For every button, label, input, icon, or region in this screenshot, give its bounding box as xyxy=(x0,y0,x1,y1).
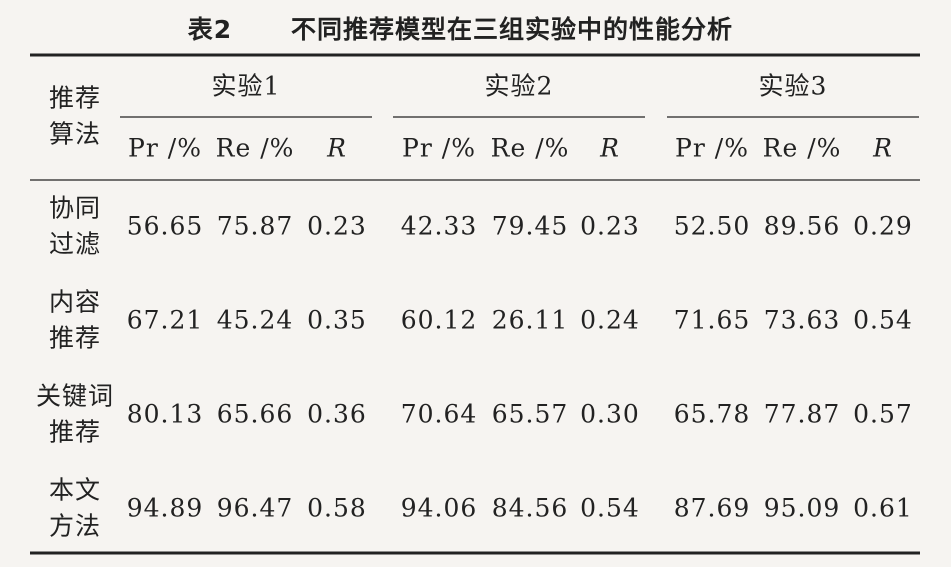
row-label: 推荐 xyxy=(49,418,101,447)
column-header: Pr /% xyxy=(128,134,202,163)
row-label: 过滤 xyxy=(49,230,101,259)
cell: 70.64 xyxy=(401,400,478,429)
row-label: 方法 xyxy=(49,512,101,541)
cell: 0.23 xyxy=(307,212,367,241)
cell: 75.87 xyxy=(217,212,294,241)
cell: 60.12 xyxy=(401,306,478,335)
cell: 0.29 xyxy=(853,212,913,241)
group-header: 实验3 xyxy=(759,72,828,101)
cell: 89.56 xyxy=(764,212,841,241)
corner-header: 推荐 xyxy=(49,84,101,113)
cell: 0.35 xyxy=(307,306,367,335)
row-label: 内容 xyxy=(49,288,101,317)
cell: 0.24 xyxy=(580,306,640,335)
row-label: 关键词 xyxy=(36,382,114,411)
cell: 79.45 xyxy=(492,212,569,241)
column-header: R xyxy=(599,134,620,163)
column-header: Re /% xyxy=(491,134,570,163)
cell: 65.57 xyxy=(492,400,569,429)
column-header: R xyxy=(872,134,893,163)
corner-header: 算法 xyxy=(49,120,101,149)
cell: 0.30 xyxy=(580,400,640,429)
cell: 0.54 xyxy=(853,306,913,335)
cell: 52.50 xyxy=(674,212,751,241)
cell: 42.33 xyxy=(401,212,478,241)
cell: 0.23 xyxy=(580,212,640,241)
cell: 71.65 xyxy=(674,306,751,335)
cell: 84.56 xyxy=(492,494,569,523)
group-header: 实验2 xyxy=(485,72,554,101)
cell: 96.47 xyxy=(217,494,294,523)
cell: 95.09 xyxy=(764,494,841,523)
cell: 45.24 xyxy=(217,306,294,335)
cell: 67.21 xyxy=(127,306,204,335)
cell: 0.61 xyxy=(853,494,913,523)
cell: 65.78 xyxy=(674,400,751,429)
cell: 26.11 xyxy=(492,306,569,335)
cell: 0.36 xyxy=(307,400,367,429)
cell: 80.13 xyxy=(127,400,204,429)
cell: 94.89 xyxy=(127,494,204,523)
row-label: 推荐 xyxy=(49,324,101,353)
cell: 56.65 xyxy=(127,212,204,241)
caption-label: 表2 xyxy=(188,15,232,44)
cell: 94.06 xyxy=(401,494,478,523)
row-label: 协同 xyxy=(49,194,101,223)
cell: 0.54 xyxy=(580,494,640,523)
column-header: Re /% xyxy=(763,134,842,163)
cell: 0.58 xyxy=(307,494,367,523)
cell: 0.57 xyxy=(853,400,913,429)
cell: 87.69 xyxy=(674,494,751,523)
cell: 73.63 xyxy=(764,306,841,335)
cell: 77.87 xyxy=(764,400,841,429)
column-header: Pr /% xyxy=(675,134,749,163)
cell: 65.66 xyxy=(217,400,294,429)
row-label: 本文 xyxy=(49,476,101,505)
column-header: R xyxy=(326,134,347,163)
group-header: 实验1 xyxy=(212,72,281,101)
column-header: Re /% xyxy=(216,134,295,163)
column-header: Pr /% xyxy=(402,134,476,163)
caption-title: 不同推荐模型在三组实验中的性能分析 xyxy=(291,15,733,44)
